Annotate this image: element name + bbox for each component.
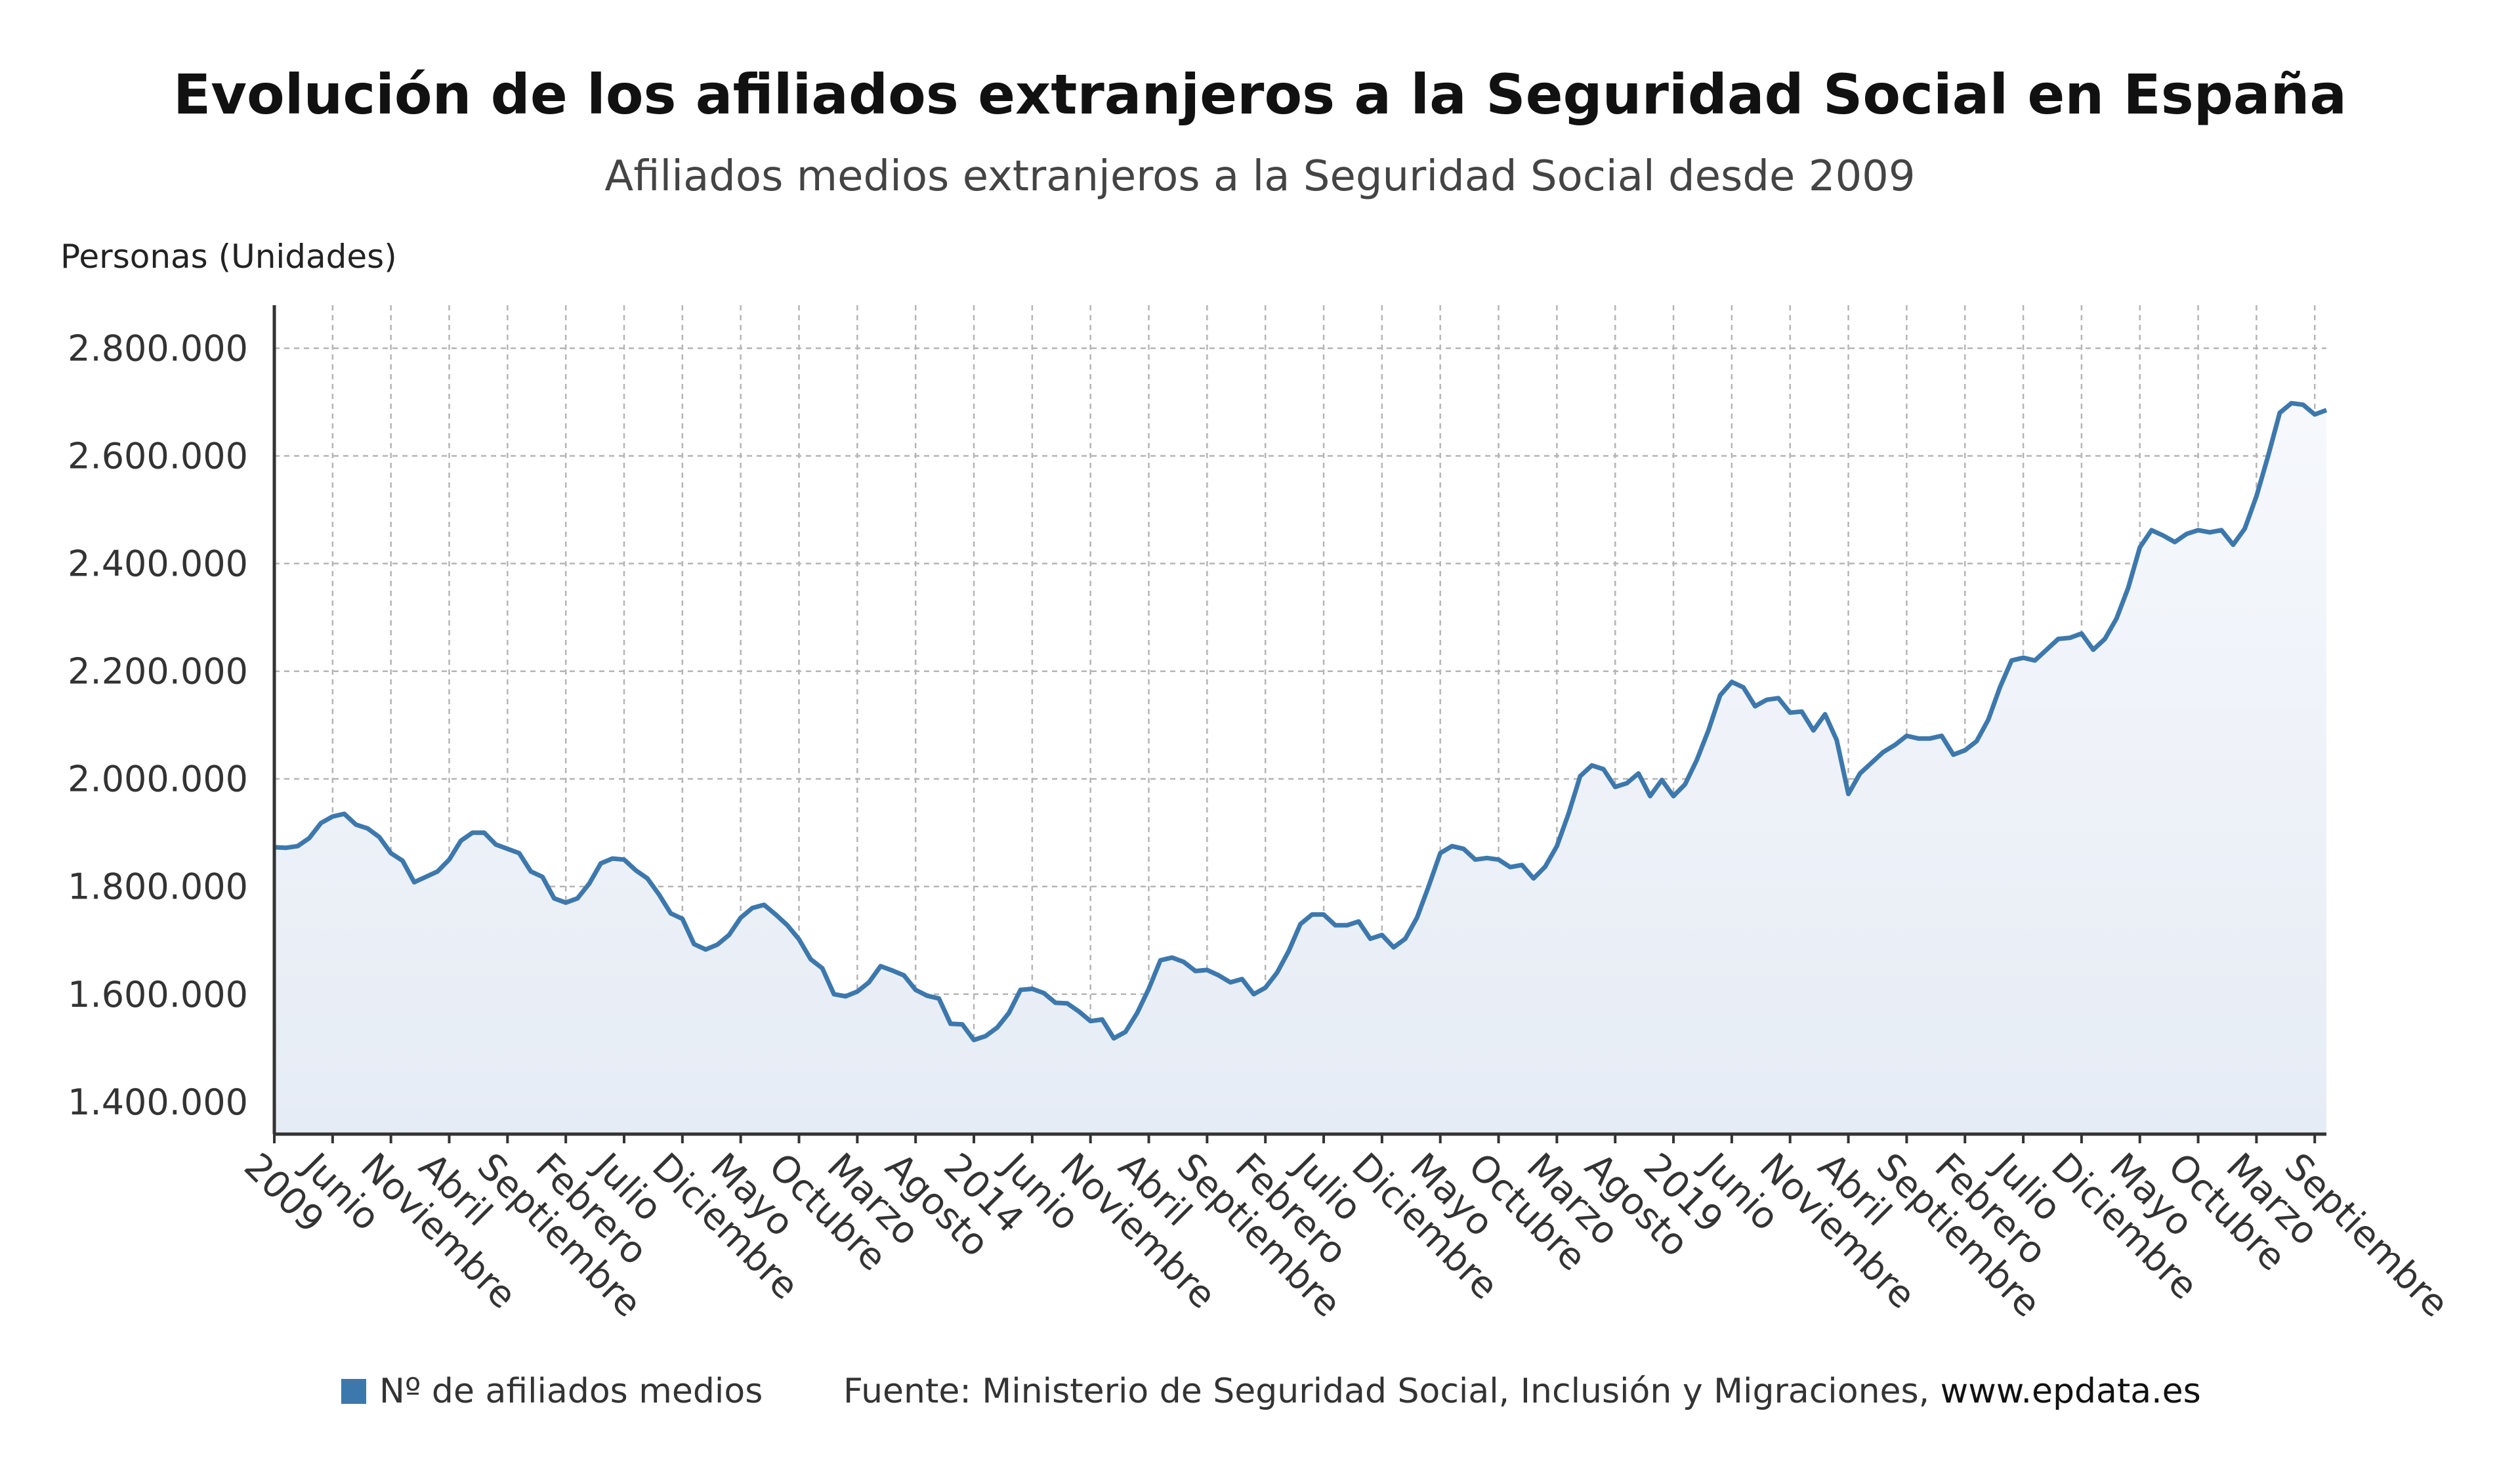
x-tick-labels: 2009JunioNoviembreAbrilSeptiembreFebrero… <box>236 1144 2456 1326</box>
y-tick-label: 2.200.000 <box>68 651 248 692</box>
y-tick-labels: 1.400.000 1.600.000 1.800.000 2.000.000 2.20… <box>68 328 248 1123</box>
legend: Nº de afiliados medios <box>341 1372 763 1411</box>
source-note: Fuente: Ministerio de Seguridad Social, … <box>843 1372 2201 1411</box>
y-tick-label: 2.000.000 <box>68 759 248 800</box>
source-text: Fuente: Ministerio de Seguridad Social, … <box>843 1372 1930 1411</box>
series-line <box>274 400 2328 1042</box>
axes <box>272 305 2326 1143</box>
legend-swatch <box>341 1379 366 1404</box>
y-tick-label: 1.600.000 <box>68 974 248 1015</box>
source-site: www.epdata.es <box>1940 1372 2201 1411</box>
y-axis-label: Personas (Unidades) <box>60 238 397 276</box>
series-area-fill <box>274 403 2326 1134</box>
y-tick-label: 1.400.000 <box>68 1082 248 1123</box>
y-tick-label: 1.800.000 <box>68 866 248 908</box>
chart-title: Evolución de los afiliados extranjeros a… <box>173 62 2347 127</box>
y-tick-label: 2.600.000 <box>68 436 248 477</box>
chart-subtitle: Afiliados medios extranjeros a la Seguri… <box>604 152 1916 201</box>
legend-label: Nº de afiliados medios <box>379 1372 763 1411</box>
y-tick-label: 2.800.000 <box>68 328 248 370</box>
y-tick-label: 2.400.000 <box>68 543 248 585</box>
